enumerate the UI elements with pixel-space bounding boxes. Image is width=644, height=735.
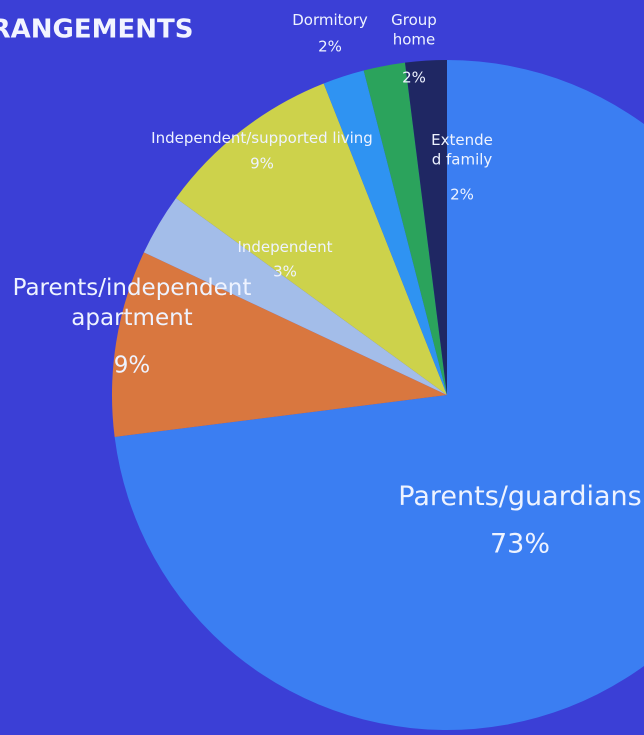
chart-title: RRANGEMENTS: [0, 15, 193, 45]
chart: RRANGEMENTS Parents/guardians73%Parents/…: [0, 0, 644, 735]
slice-label: Parents/guardians: [398, 481, 641, 512]
slice-value-label: 9%: [114, 353, 151, 379]
slice-value-label: 9%: [250, 155, 274, 173]
slice-value-label: 2%: [402, 69, 426, 87]
slice-label: Independent/supported living: [151, 129, 373, 147]
slice-value-label: 2%: [318, 38, 342, 56]
slice-label: Independent: [237, 238, 332, 256]
slice-value-label: 3%: [273, 263, 297, 281]
slice-label: Dormitory: [292, 11, 368, 29]
slice-value-label: 2%: [450, 186, 474, 204]
slice-value-label: 73%: [490, 529, 550, 560]
